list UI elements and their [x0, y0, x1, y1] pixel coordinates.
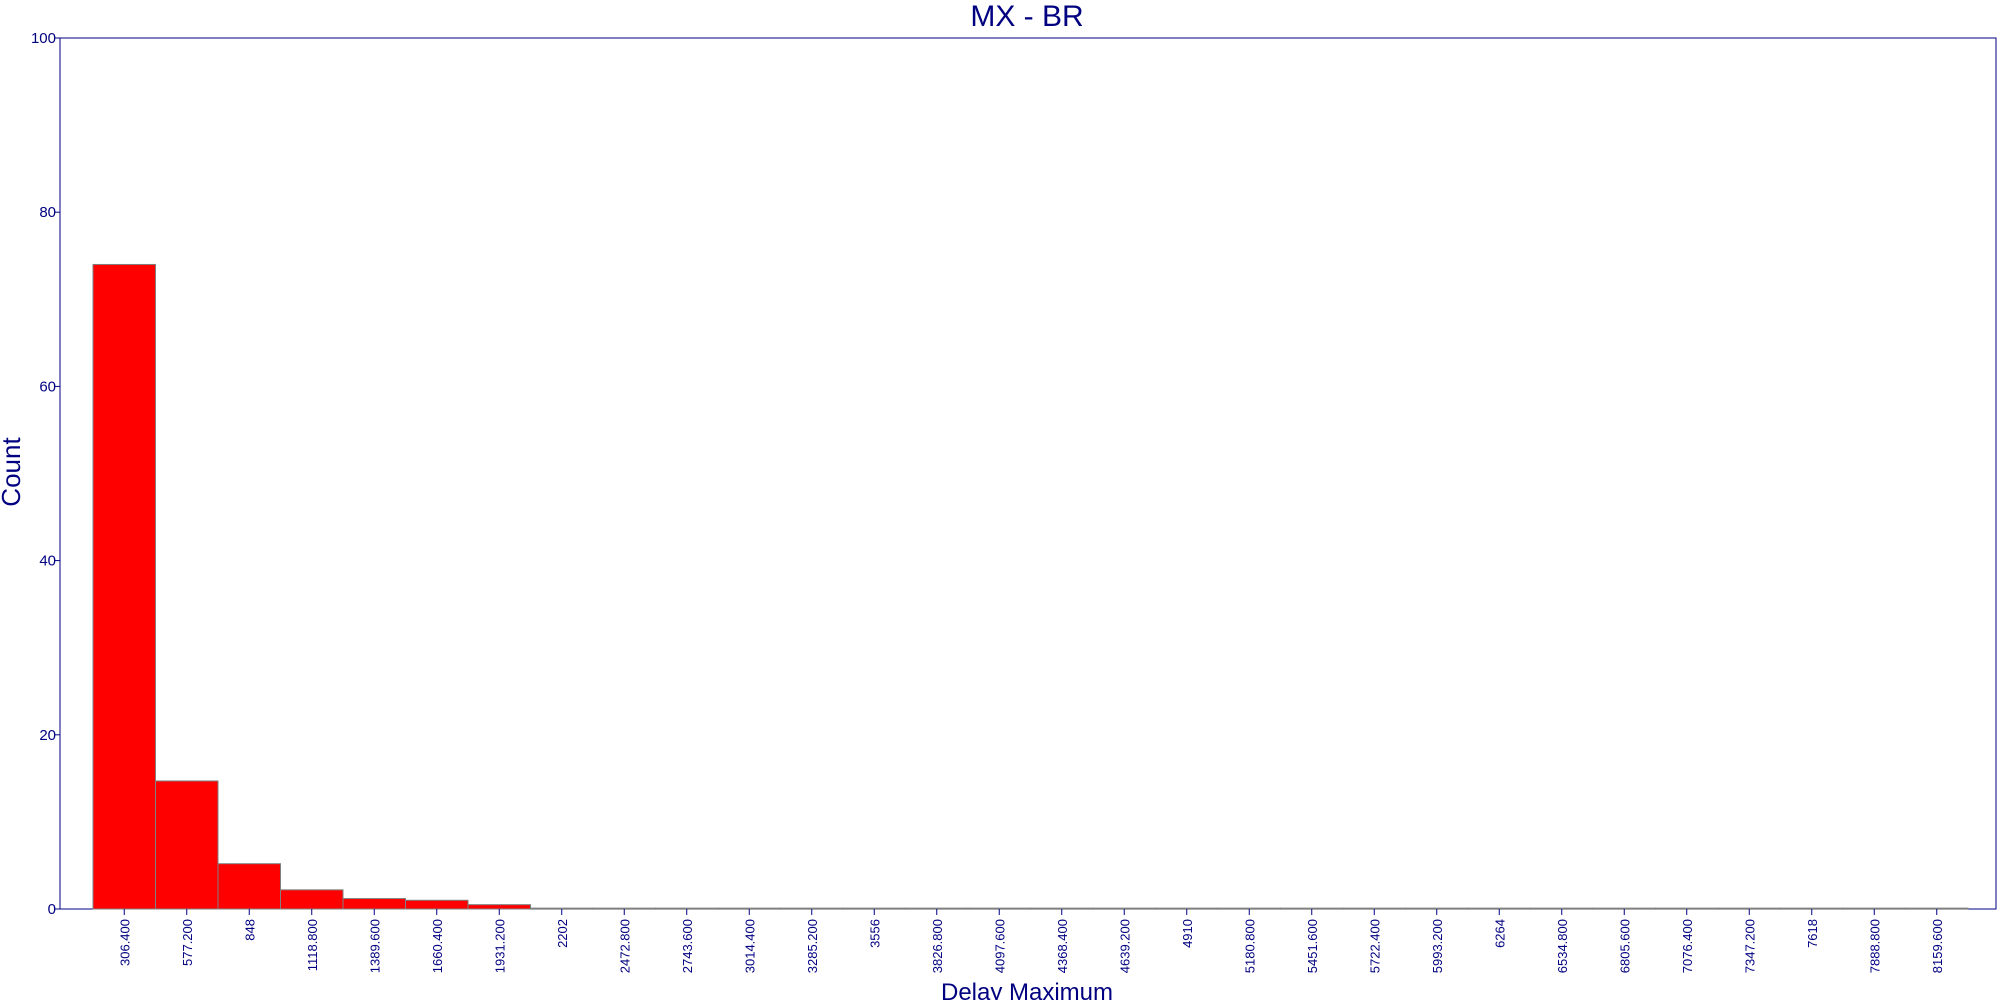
x-tick-label: 2472.800	[617, 919, 632, 973]
x-tick-label: 1931.200	[492, 919, 507, 973]
histogram-bar	[1592, 907, 1656, 910]
y-tick-label: 40	[39, 553, 56, 570]
x-tick-label: 6264	[1492, 919, 1507, 948]
x-tick-label: 3826.800	[930, 919, 945, 973]
y-axis-label: Count	[0, 437, 26, 507]
y-tick-label: 100	[31, 30, 56, 47]
x-tick-label: 3285.200	[805, 919, 820, 973]
histogram-bar	[1280, 907, 1344, 910]
x-tick-label: 4910	[1180, 919, 1195, 948]
y-ticks-group: 0 20 40 60 80 100	[31, 30, 60, 918]
x-tick-label: 2202	[555, 919, 570, 948]
x-tick-label: 6534.800	[1555, 919, 1570, 973]
histogram-bar	[530, 907, 594, 910]
x-tick-label: 5451.600	[1305, 919, 1320, 973]
x-axis-label: Delay Maximum	[941, 979, 1113, 1000]
x-tick-label: 7618	[1805, 919, 1820, 948]
x-tick-label: 5180.800	[1242, 919, 1257, 973]
histogram-bar	[967, 907, 1031, 910]
histogram-bar	[592, 907, 656, 910]
y-tick-label: 20	[39, 727, 56, 744]
histogram-bar	[780, 907, 844, 910]
histogram-bar	[717, 907, 781, 910]
histogram-bar	[1342, 907, 1406, 910]
histogram-bar	[280, 889, 344, 910]
histogram-bar	[342, 898, 406, 910]
histogram-bar	[1217, 907, 1281, 910]
y-tick-label: 60	[39, 378, 56, 395]
x-tick-label: 3014.400	[742, 919, 757, 973]
x-tick-label: 5722.400	[1367, 919, 1382, 973]
x-tick-label: 4368.400	[1055, 919, 1070, 973]
histogram-bar	[1155, 907, 1219, 910]
x-tick-label: 848	[242, 919, 257, 941]
x-tick-label: 5993.200	[1430, 919, 1445, 973]
x-tick-label: 4097.600	[992, 919, 1007, 973]
histogram-bar	[1780, 907, 1844, 910]
x-tick-label: 7347.200	[1742, 919, 1757, 973]
x-tick-label: 6805.600	[1617, 919, 1632, 973]
histogram-bar	[1092, 907, 1156, 910]
histogram-bar	[1405, 907, 1469, 910]
x-tick-label: 306.400	[117, 919, 132, 966]
histogram-bar	[467, 904, 531, 910]
x-tick-label: 1389.600	[367, 919, 382, 973]
histogram-bar	[1905, 907, 1969, 910]
x-ticks-group: 306.400 577.200 848 1118.800 1389.600 1660.40…	[117, 909, 1945, 973]
x-tick-label: 7076.400	[1680, 919, 1695, 973]
x-tick-label: 1118.800	[305, 919, 320, 971]
histogram-bar	[905, 907, 969, 910]
histogram-bar	[155, 780, 219, 910]
histogram-bar	[842, 907, 906, 910]
histogram-bar	[92, 263, 156, 910]
histogram-bar	[1655, 907, 1719, 910]
x-tick-label: 4639.200	[1117, 919, 1132, 973]
y-tick-label: 0	[48, 901, 56, 918]
x-tick-label: 2743.600	[680, 919, 695, 973]
y-tick-label: 80	[39, 204, 56, 221]
x-tick-label: 577.200	[180, 919, 195, 966]
plot-area-frame	[59, 37, 1997, 910]
histogram-bar	[1717, 907, 1781, 910]
histogram-bar	[1030, 907, 1094, 910]
x-tick-label: 7888.800	[1867, 919, 1882, 973]
x-tick-label: 3556	[867, 919, 882, 948]
histogram-bar	[217, 863, 281, 910]
chart-title: MX - BR	[970, 0, 1083, 33]
histogram-bar	[1530, 907, 1594, 910]
histogram-bar	[655, 907, 719, 910]
x-tick-label: 1660.400	[430, 919, 445, 973]
histogram-bar	[405, 899, 469, 910]
histogram-bar	[1467, 907, 1531, 910]
bars-group	[92, 263, 1969, 910]
x-tick-label: 8159.600	[1930, 919, 1945, 973]
histogram-bar	[1842, 907, 1906, 910]
